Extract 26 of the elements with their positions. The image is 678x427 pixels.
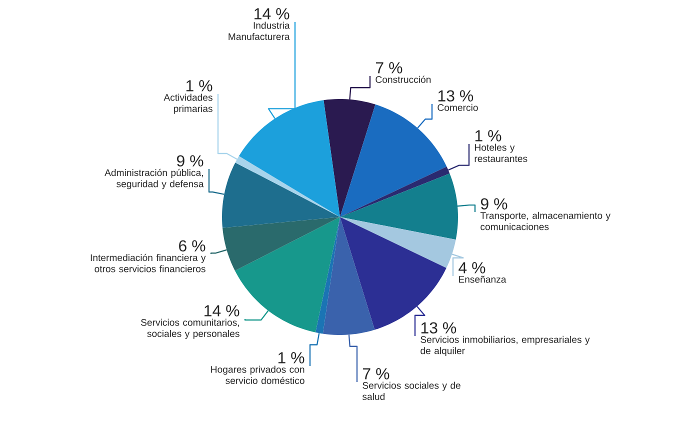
data-label: 9 % bbox=[480, 198, 508, 210]
slice-label: Enseñanza bbox=[458, 276, 506, 283]
data-label: 1 % bbox=[186, 80, 212, 92]
slice-label: Hogares privados con servicio doméstico bbox=[211, 366, 304, 384]
slice-label: Transporte, almacenamiento y comunicaciones bbox=[480, 212, 611, 230]
slice-label: Hoteles y restaurantes bbox=[474, 144, 528, 162]
data-label: 4 % bbox=[458, 262, 486, 274]
data-label: 7 % bbox=[376, 62, 402, 74]
data-label: 7 % bbox=[363, 368, 390, 380]
data-label: 13 % bbox=[438, 90, 474, 102]
slice-label: Servicios comunitarios, sociales y personales bbox=[141, 318, 240, 339]
slice-label: Actividades primarias bbox=[164, 94, 212, 114]
slice-label: Intermediación financiera y otros servicios financieros bbox=[90, 254, 206, 272]
slice-label: Administración pública, seguridad y defensa bbox=[104, 168, 204, 190]
data-label: 9 % bbox=[176, 155, 204, 167]
slice-label: Comercio bbox=[438, 104, 478, 111]
data-label: 14 % bbox=[254, 8, 290, 20]
data-label: 14 % bbox=[204, 305, 240, 316]
data-label: 13 % bbox=[421, 322, 456, 334]
slice-label: Construcción bbox=[376, 76, 431, 83]
data-label: 6 % bbox=[179, 240, 206, 252]
data-label: 1 % bbox=[475, 130, 502, 142]
slice-label: Industria Manufacturera bbox=[228, 22, 290, 40]
slice-label: Servicios sociales y de salud bbox=[362, 382, 460, 400]
slice-label: Servicios inmobiliarios, empresariales y de alquiler bbox=[420, 336, 590, 356]
data-label: 1 % bbox=[278, 352, 304, 364]
